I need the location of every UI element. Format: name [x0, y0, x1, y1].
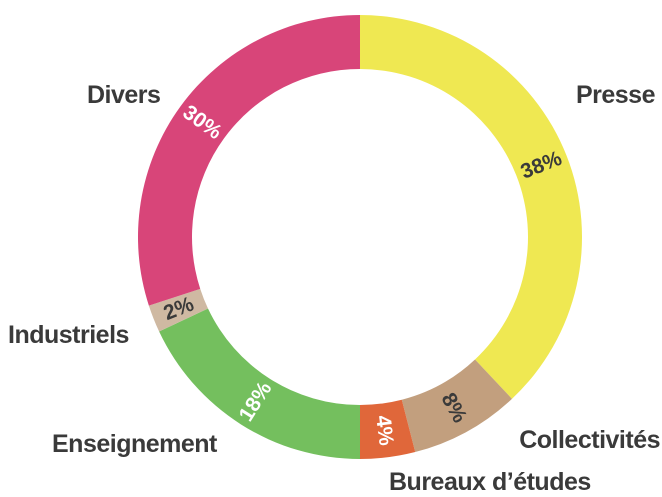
slice-bureaux-d-etudes [360, 399, 416, 459]
category-label-presse: Presse [576, 81, 656, 109]
slice-enseignement [159, 308, 360, 459]
slice-industriels [148, 288, 208, 332]
slice-divers [137, 15, 360, 306]
category-label-enseignement: Enseignement [52, 430, 218, 458]
pct-label-bureaux-d-etudes: 4% [371, 414, 398, 447]
donut-slices [137, 15, 582, 459]
category-labels: Presse Collectivités Bureaux d’études Ensei… [8, 81, 661, 496]
slice-presse [360, 15, 582, 399]
category-label-divers: Divers [87, 81, 160, 109]
category-label-collectivites: Collectivités [519, 426, 660, 454]
category-label-bureaux-d-etudes: Bureaux d’études [389, 468, 591, 496]
slice-collectivites [401, 359, 512, 453]
category-label-industriels: Industriels [8, 321, 129, 349]
